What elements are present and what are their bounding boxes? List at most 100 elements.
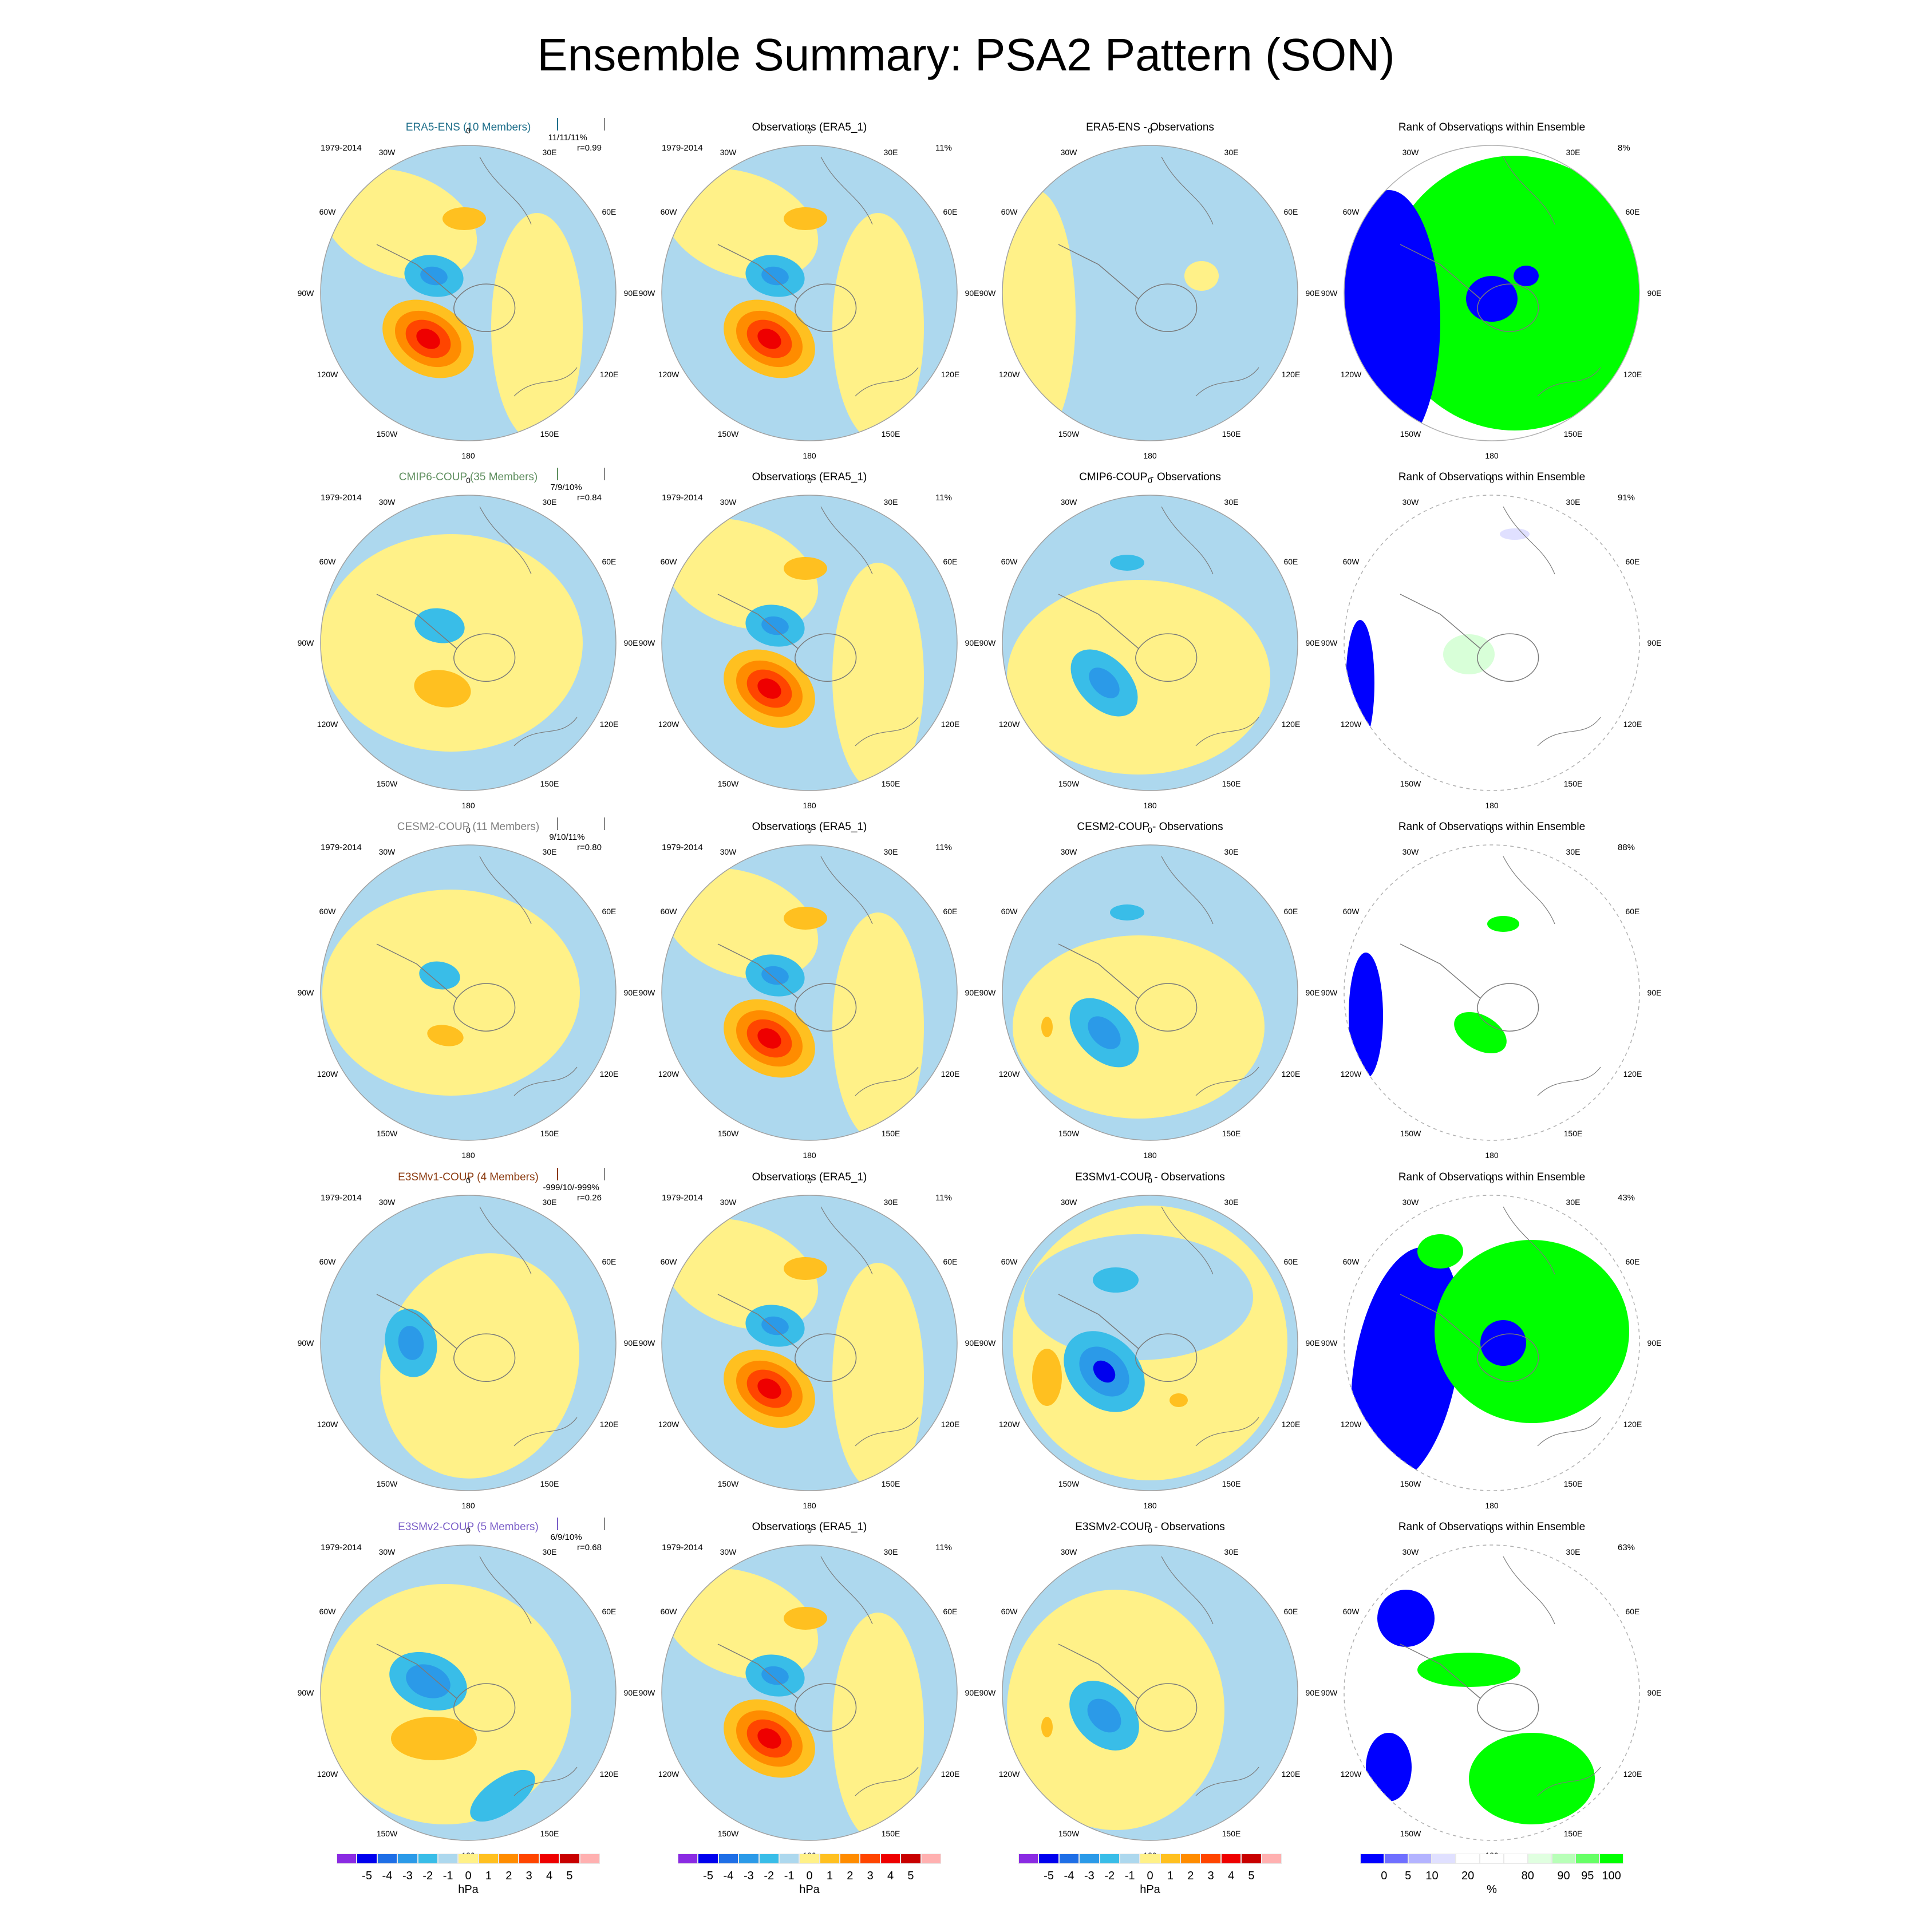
longitude-label: 150E <box>1222 429 1241 438</box>
australia-coastline <box>513 1767 578 1796</box>
peninsula-coastline <box>1058 244 1139 299</box>
longitude-label: 30E <box>883 148 898 157</box>
negative-anomaly <box>1093 1360 1116 1383</box>
longitude-label: 120W <box>317 1769 338 1779</box>
longitude-label: 90W <box>638 1688 655 1697</box>
longitude-label: 150W <box>717 429 739 438</box>
antarctica-coastline <box>795 633 857 682</box>
longitude-label: 60E <box>1625 557 1640 566</box>
antarctica-coastline <box>795 283 857 332</box>
peninsula-coastline <box>717 943 799 999</box>
rank-blue <box>1349 953 1383 1078</box>
longitude-label: 90W <box>297 638 314 647</box>
africa-coastline <box>479 1556 532 1625</box>
longitude-label: 60W <box>319 1257 336 1266</box>
field-layer <box>321 506 583 752</box>
map-border <box>661 844 958 1141</box>
colorbar-box <box>559 1854 580 1864</box>
field-layer <box>1007 1556 1259 1830</box>
longitude-label: 0 <box>807 1526 812 1535</box>
africa-coastline <box>1503 1556 1555 1625</box>
longitude-label: 0 <box>1490 126 1494 135</box>
member-spread-marks <box>557 817 605 830</box>
longitude-label: 150W <box>1058 779 1080 788</box>
antarctica-coastline <box>795 983 857 1032</box>
positive-anomaly <box>416 329 440 349</box>
longitude-label: 30W <box>1402 1547 1419 1557</box>
map-border <box>1344 1544 1640 1841</box>
longitude-label: 90W <box>638 289 655 298</box>
longitude-label: 120E <box>1281 720 1301 729</box>
difference-title: E3SMv1-COUP - Observations <box>1075 1171 1225 1183</box>
member-spread-marks <box>557 1518 605 1530</box>
rank-colorbar: 0 5 10 20 80 90 95 100% <box>1360 1854 1623 1899</box>
colorbar-label: 20 <box>1461 1870 1475 1882</box>
longitude-label: 90W <box>638 988 655 997</box>
colorbar-box <box>1119 1854 1140 1864</box>
longitude-label: 30E <box>542 148 557 157</box>
longitude-label: 60W <box>660 207 677 216</box>
longitude-label: 150E <box>540 1828 559 1838</box>
colorbar-label: 4 <box>1227 1870 1235 1882</box>
colorbar-box <box>1527 1854 1552 1864</box>
longitude-label: 60W <box>1342 1607 1360 1616</box>
hpa-colorbar: -5 -4 -3 -2 -1 0 1 2 3 4 5 hPa <box>1018 1854 1282 1899</box>
longitude-label: 90E <box>1305 289 1320 298</box>
yellow-region <box>1013 935 1265 1119</box>
colorbar-label: 80 <box>1521 1870 1534 1882</box>
colorbar-box <box>1575 1854 1600 1864</box>
africa-coastline <box>1161 1206 1214 1275</box>
longitude-label: 90W <box>1321 1338 1338 1348</box>
antarctica-coastline <box>1135 983 1198 1032</box>
longitude-label: 60E <box>943 907 958 916</box>
rank-green <box>1417 1234 1463 1269</box>
longitude-label: 60W <box>1001 557 1018 566</box>
colorbar-label: -5 <box>1044 1870 1054 1882</box>
correlation-label: r=0.26 <box>577 1193 602 1203</box>
field-layer <box>663 506 924 791</box>
australia-coastline <box>1537 367 1601 397</box>
observations-title: Observations (ERA5_1) <box>752 1171 867 1183</box>
colorbar-box <box>1241 1854 1262 1864</box>
field-layer <box>1344 156 1639 441</box>
longitude-label: 120W <box>317 1069 338 1078</box>
longitude-label: 120E <box>941 370 960 379</box>
longitude-label: 60W <box>319 907 336 916</box>
longitude-label: 60W <box>660 1607 677 1616</box>
rank-blue <box>1344 190 1440 441</box>
longitude-label: 30E <box>1224 497 1239 507</box>
positive-anomaly <box>1032 1349 1062 1406</box>
colorbar-label: 4 <box>887 1870 894 1882</box>
australia-coastline <box>1195 1417 1259 1447</box>
positive-anomaly <box>757 678 781 699</box>
longitude-label: 150W <box>1400 429 1421 438</box>
positive-anomaly <box>784 1607 827 1630</box>
rank-green <box>1469 1733 1595 1824</box>
yellow-region <box>663 168 819 280</box>
longitude-label: 60E <box>602 1607 617 1616</box>
colorbar-label: 1 <box>826 1870 833 1882</box>
longitude-label: 150W <box>717 779 739 788</box>
longitude-label: 120W <box>658 1769 679 1779</box>
longitude-label: 0 <box>1490 1176 1494 1185</box>
longitude-label: 0 <box>1490 1526 1494 1535</box>
polar-map <box>661 844 958 1141</box>
map-border <box>1002 495 1298 791</box>
longitude-label: 180 <box>1485 801 1499 810</box>
africa-coastline <box>1503 856 1555 924</box>
colorbar-box <box>499 1854 519 1864</box>
longitude-label: 90E <box>965 1688 979 1697</box>
yellow-region <box>663 1218 819 1330</box>
observations-title: Observations (ERA5_1) <box>752 471 867 483</box>
colorbar-box <box>1599 1854 1623 1864</box>
rank-blue <box>1514 266 1539 286</box>
colorbar-box <box>678 1854 698 1864</box>
longitude-label: 90E <box>623 1688 638 1697</box>
colorbar-label: 5 <box>1248 1870 1255 1882</box>
longitude-label: 150E <box>540 779 559 788</box>
australia-coastline <box>513 717 578 746</box>
peninsula-coastline <box>717 1643 799 1699</box>
colorbar-box <box>819 1854 840 1864</box>
colorbar-box <box>458 1854 479 1864</box>
negative-anomaly <box>761 1666 789 1685</box>
